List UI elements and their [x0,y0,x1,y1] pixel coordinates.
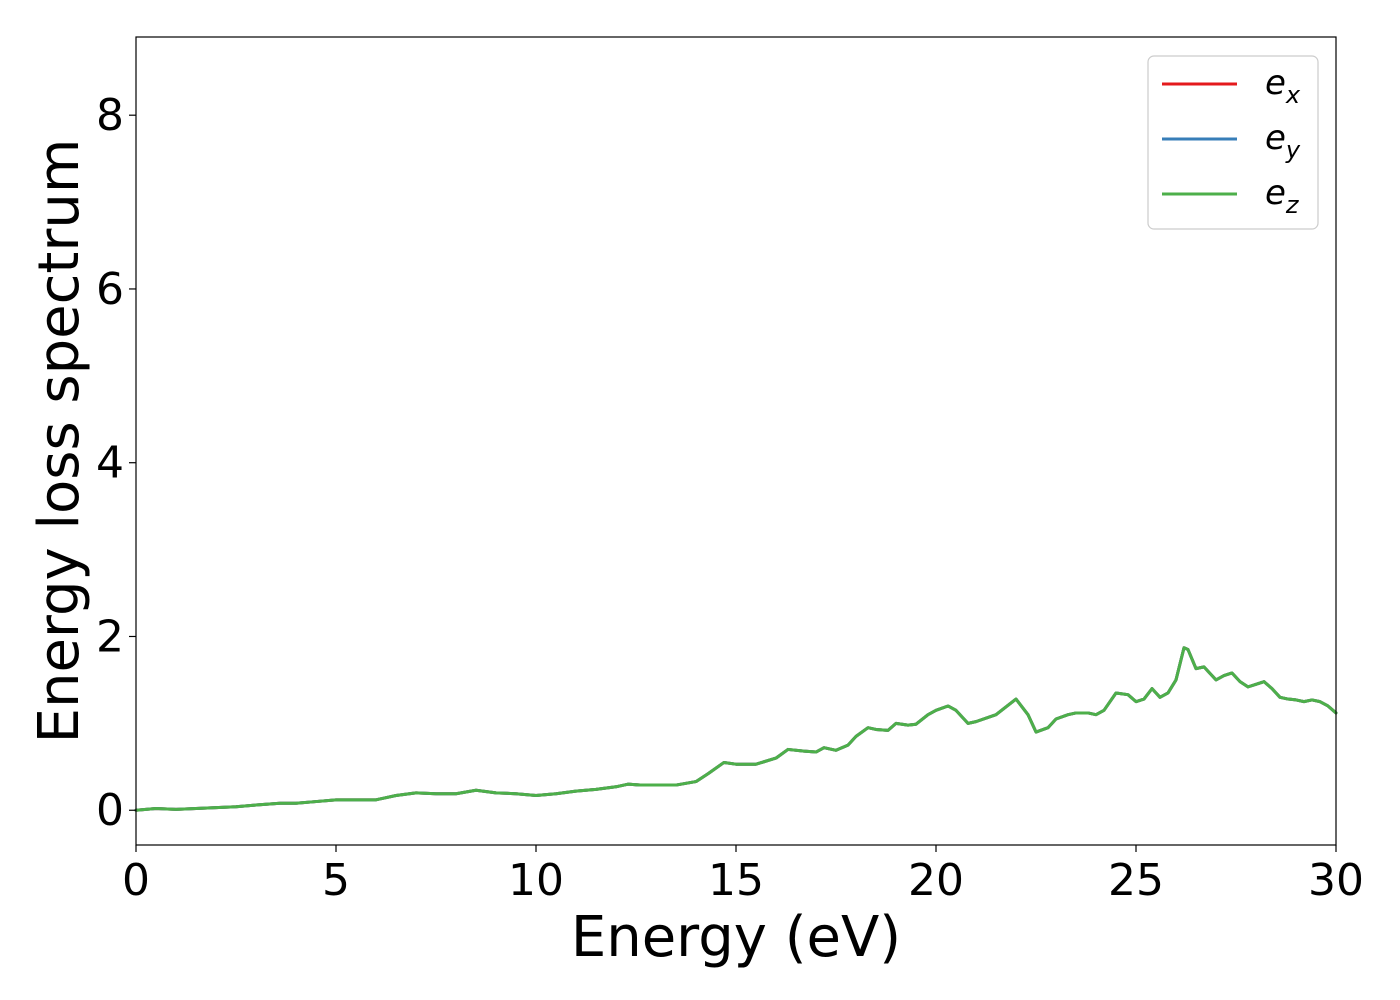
legend-label-ey: ey [1265,118,1301,164]
plot-background [136,37,1336,845]
y-axis-ticks: 0 2 4 6 8 [96,90,136,836]
y-tick-label: 6 [96,264,124,315]
y-tick-label: 0 [96,785,124,836]
series-line-e-z [134,646,1338,812]
legend-items: ex ey ez [1162,63,1301,219]
x-tick-label: 10 [508,855,564,906]
legend: ex ey ez [1147,55,1319,230]
x-tick-label: 0 [122,855,150,906]
y-tick-label: 2 [96,611,124,662]
y-tick-label: 4 [96,438,124,489]
x-tick-label: 30 [1308,855,1364,906]
x-tick-label: 25 [1108,855,1164,906]
legend-label-ex: ex [1265,63,1301,109]
y-tick-label: 8 [96,90,124,141]
x-axis-ticks: 0 5 10 15 20 25 30 [122,845,1364,906]
y-axis-label: Energy loss spectrum [27,139,92,744]
x-tick-label: 5 [322,855,350,906]
series-layer [134,646,1338,812]
x-tick-label: 15 [708,855,764,906]
x-axis-label: Energy (eV) [571,905,901,970]
legend-label-ez: ez [1265,173,1300,219]
legend-box [1147,55,1319,230]
x-tick-label: 20 [908,855,964,906]
